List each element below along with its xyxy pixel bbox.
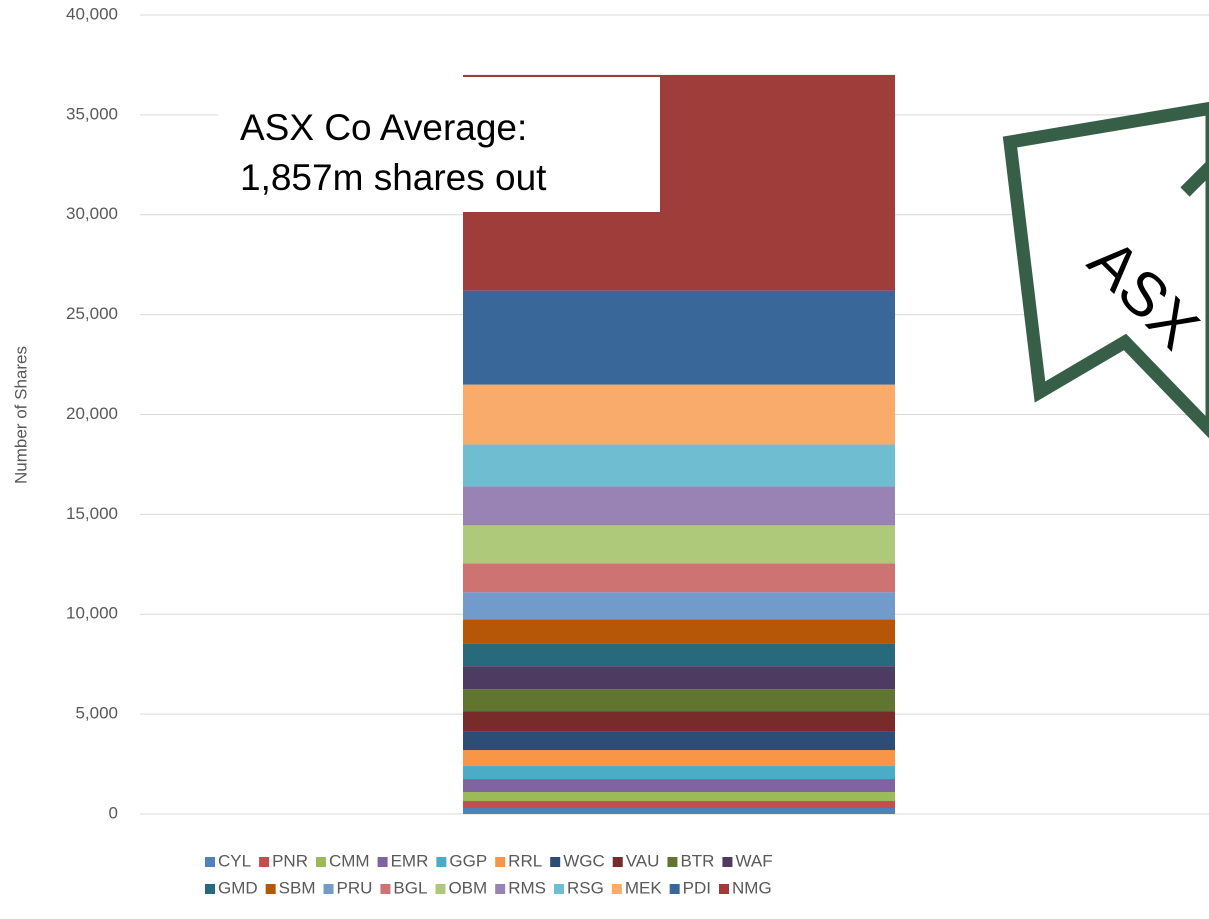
legend-label: VAU <box>626 851 660 870</box>
y-tick-label: 30,000 <box>66 204 118 223</box>
legend-label: BGL <box>393 878 427 897</box>
arrow-shape <box>1180 160 1209 197</box>
bar-segment <box>463 384 895 445</box>
legend-label: GMD <box>218 878 258 897</box>
legend-swatch <box>315 857 326 867</box>
y-tick-label: 20,000 <box>66 404 118 423</box>
bar-segment <box>463 689 895 712</box>
legend-label: RSG <box>567 878 604 897</box>
y-tick-label: 35,000 <box>66 104 118 123</box>
legend-swatch <box>550 857 561 867</box>
legend-swatch <box>377 857 388 867</box>
legend-swatch <box>612 857 623 867</box>
legend-label: CMM <box>329 851 370 870</box>
annotation-box <box>218 77 660 212</box>
legend: CYL PNR CMM EMR GGP RRL WGC VAU BTR WAF GMD SBM PRU B… <box>205 851 773 897</box>
y-tick-label: 40,000 <box>66 4 118 23</box>
legend-swatch <box>205 857 215 867</box>
legend-swatch <box>380 884 391 894</box>
legend-swatch <box>553 884 564 894</box>
legend-swatch <box>265 884 276 894</box>
legend-swatch <box>719 884 729 894</box>
bar-segment <box>463 666 895 690</box>
legend-swatch <box>436 857 447 867</box>
grid: 0 5,000 10,000 15,000 20,000 25,000 30,000 35,0… <box>66 4 1209 822</box>
legend-swatch <box>259 857 270 867</box>
bar-segment <box>463 801 895 809</box>
legend-swatch <box>495 857 506 867</box>
bar-segment <box>463 750 895 767</box>
bar-segment <box>463 808 895 814</box>
legend-label: GGP <box>449 851 487 870</box>
legend-label: NMG <box>732 878 772 897</box>
legend-label: RRL <box>508 851 542 870</box>
annotation-line: ASX Co Average: <box>240 107 527 148</box>
y-tick-label: 5,000 <box>75 704 118 723</box>
bar-segment <box>463 766 895 780</box>
bar-segment <box>463 592 895 620</box>
legend-swatch <box>669 884 680 894</box>
bar-segment <box>463 444 895 487</box>
bar-segment <box>463 731 895 751</box>
legend-label: BTR <box>680 851 714 870</box>
legend-swatch <box>667 857 678 867</box>
bar-segment <box>463 643 895 667</box>
legend-swatch <box>611 884 622 894</box>
legend-swatch <box>205 884 215 894</box>
legend-label: PNR <box>272 851 308 870</box>
legend-label: WGC <box>563 851 605 870</box>
bar-segment <box>463 525 895 564</box>
arrow-shape <box>1002 101 1209 439</box>
legend-label: OBM <box>448 878 487 897</box>
bar-segment <box>463 792 895 802</box>
legend-label: SBM <box>279 878 316 897</box>
y-tick-label: 10,000 <box>66 604 118 623</box>
y-axis-label: Number of Shares <box>11 346 30 484</box>
legend-swatch <box>435 884 446 894</box>
legend-label: PRU <box>337 878 373 897</box>
legend-swatch <box>495 884 506 894</box>
bar-segment <box>463 290 895 385</box>
annotation-line: 1,857m shares out <box>240 157 547 198</box>
legend-label: MEK <box>625 878 663 897</box>
bar-segment <box>463 486 895 526</box>
legend-label: EMR <box>391 851 429 870</box>
bar-segment <box>463 619 895 644</box>
bar-segment <box>463 711 895 732</box>
bar-segment <box>463 779 895 793</box>
legend-label: CYL <box>218 851 251 870</box>
legend-swatch <box>323 884 334 894</box>
legend-label: PDI <box>683 878 711 897</box>
legend-label: RMS <box>508 878 546 897</box>
y-tick-label: 25,000 <box>66 304 118 323</box>
y-tick-label: 15,000 <box>66 504 118 523</box>
y-tick-label: 0 <box>109 803 118 822</box>
bar-segment <box>463 563 895 593</box>
legend-label: WAF <box>735 851 772 870</box>
legend-swatch <box>722 857 733 867</box>
